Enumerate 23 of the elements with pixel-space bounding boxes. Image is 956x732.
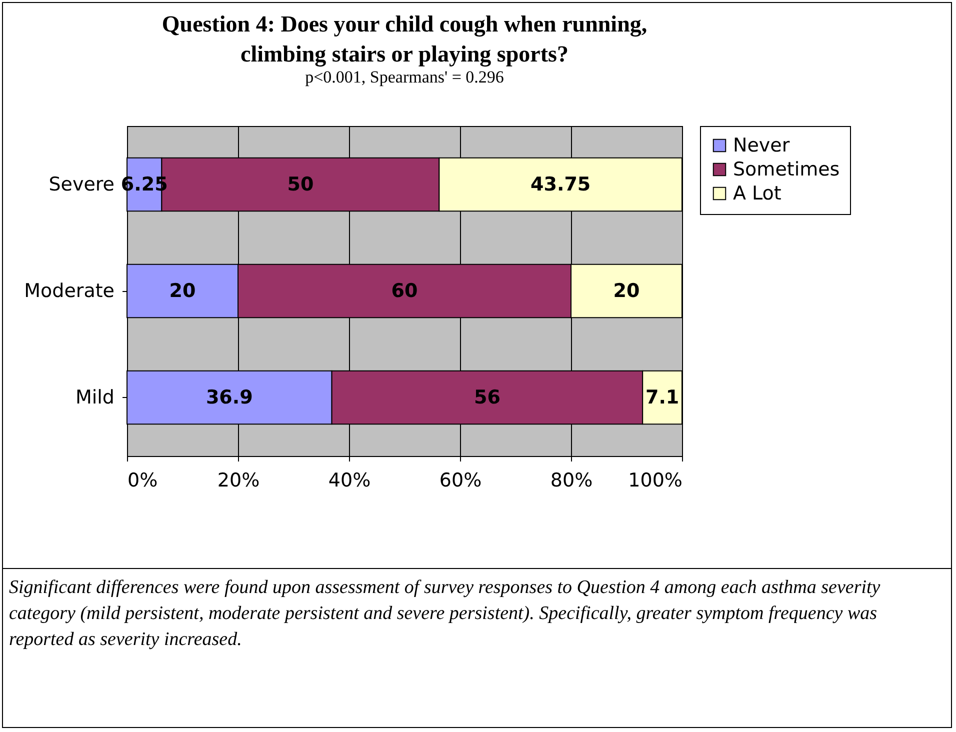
x-tick-label: 60% bbox=[439, 470, 482, 492]
x-tick-label: 20% bbox=[217, 470, 260, 492]
x-tick-label: 40% bbox=[328, 470, 371, 492]
legend-label: Sometimes bbox=[733, 158, 840, 180]
x-tick-label: 80% bbox=[550, 470, 593, 492]
chart-subtitle: p<0.001, Spearmans' = 0.296 bbox=[305, 68, 504, 86]
chart-title: Question 4: Does your child cough when running, climbing stairs or playing sports? bbox=[162, 12, 648, 68]
y-tick-label: Severe bbox=[48, 174, 114, 196]
data-label: 56 bbox=[474, 386, 500, 408]
data-label: 7.1 bbox=[645, 386, 680, 408]
x-tick-label: 100% bbox=[628, 470, 682, 492]
data-label: 20 bbox=[613, 280, 640, 302]
legend-label: A Lot bbox=[733, 182, 782, 204]
data-label: 20 bbox=[169, 280, 196, 302]
text: Significant differences were found upon assessment of survey responses to Question 4 among each asthma severity category (mild persistent, moderate persistent and severe persistent). Specifically, greater symptom frequency was reported as severity increased. bbox=[9, 576, 882, 652]
data-label: 36.9 bbox=[206, 386, 253, 408]
y-tick-label: Mild bbox=[75, 386, 114, 408]
legend-label: Never bbox=[733, 134, 790, 156]
x-tick-label: 0% bbox=[128, 470, 158, 492]
data-label: 43.75 bbox=[530, 174, 591, 196]
data-label: 60 bbox=[391, 280, 418, 302]
data-label: 50 bbox=[287, 174, 314, 196]
y-tick-label: Moderate bbox=[24, 280, 114, 302]
